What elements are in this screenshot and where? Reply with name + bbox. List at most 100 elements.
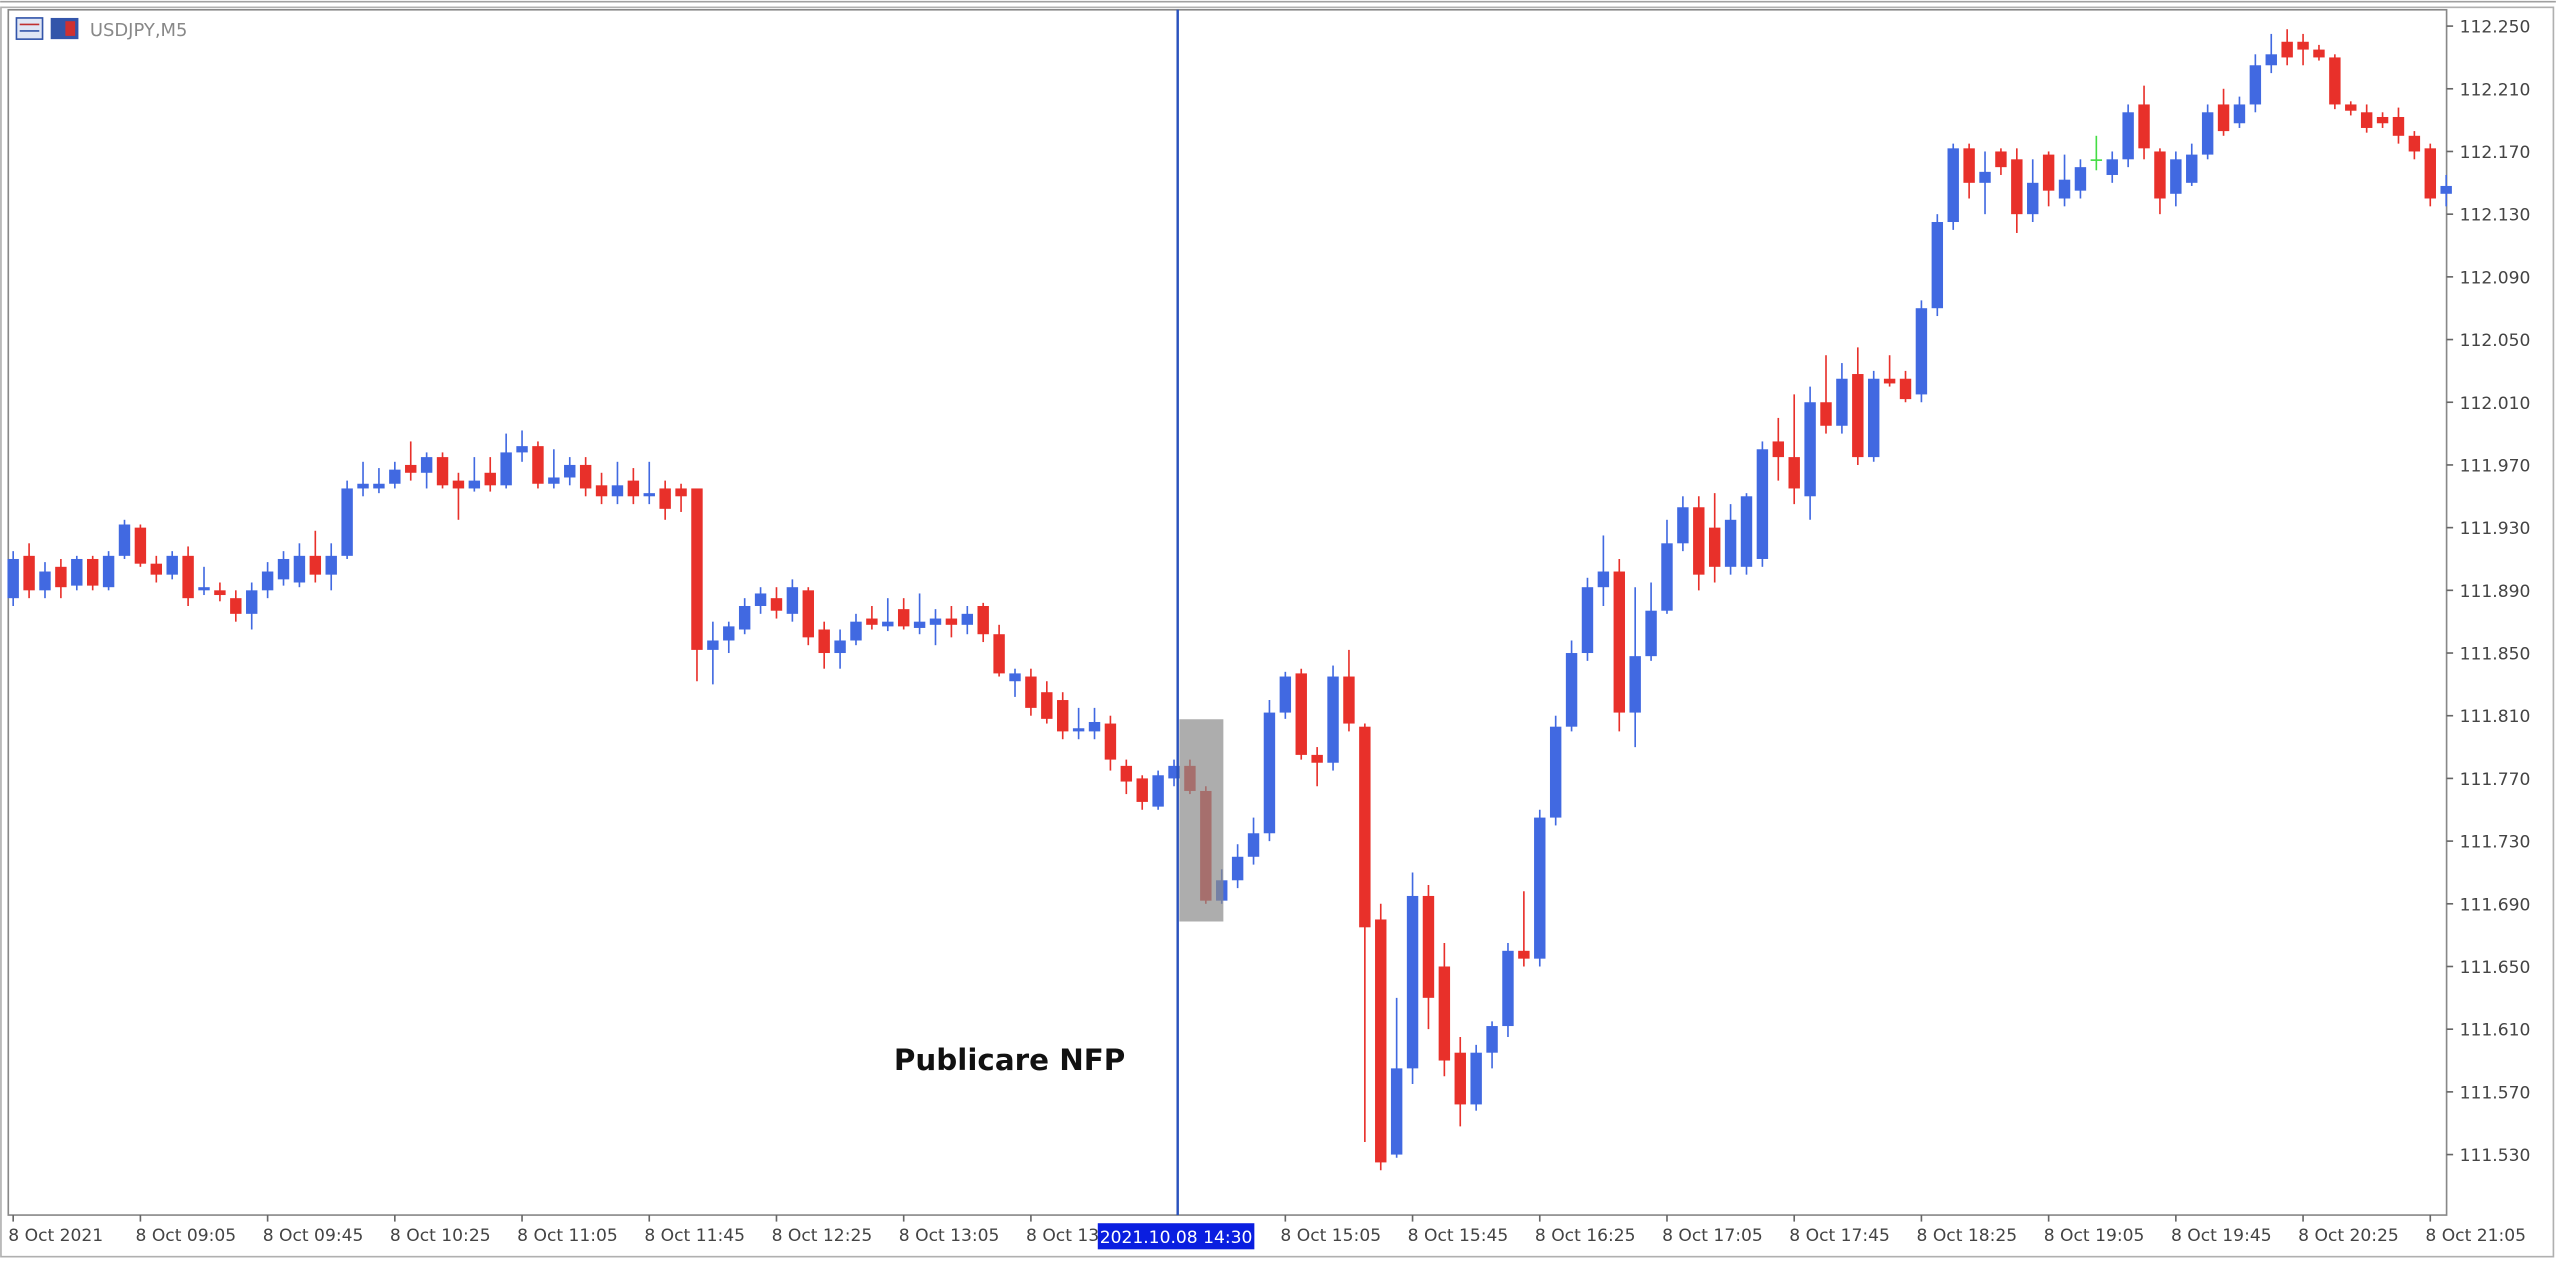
- candle-body: [2281, 41, 2293, 58]
- candle-body: [1756, 449, 1769, 559]
- candle-body: [643, 493, 655, 497]
- x-tick-label: 8 Oct 11:05: [517, 1226, 618, 1246]
- y-tick-label: 112.250: [2460, 18, 2531, 38]
- candle-body: [1359, 726, 1371, 928]
- candle-body: [993, 634, 1005, 674]
- candle-body: [1375, 919, 1387, 1163]
- candle-body: [2233, 104, 2246, 124]
- candle-body: [723, 626, 735, 641]
- candle-body: [118, 524, 131, 556]
- y-tick-label: 111.850: [2460, 645, 2531, 665]
- candle-body: [373, 483, 385, 489]
- candle-body: [1104, 723, 1117, 760]
- candle-body: [1088, 721, 1101, 732]
- candle-body: [1931, 222, 1944, 309]
- candle-body: [1470, 1052, 1482, 1105]
- icon-part: [65, 21, 76, 36]
- x-tick-label: 8 Oct 10:25: [390, 1226, 491, 1246]
- x-tick-label: 8 Oct 21:05: [2425, 1226, 2526, 1246]
- candle-body: [834, 640, 846, 654]
- candle-body: [802, 590, 814, 638]
- candle-body: [1390, 1068, 1403, 1155]
- y-tick-label: 111.890: [2460, 582, 2531, 602]
- candle-body: [1534, 817, 1546, 959]
- selection-box: [1179, 719, 1224, 922]
- candle-body: [866, 618, 878, 625]
- x-tick-label: 8 Oct 09:45: [263, 1226, 364, 1246]
- candle-body: [2154, 151, 2166, 199]
- candle-body: [71, 558, 83, 586]
- candle-body: [786, 587, 799, 614]
- candle-body: [961, 613, 974, 625]
- crosshair-label: 2021.10.08 14:30: [1100, 1228, 1253, 1248]
- candle-body: [897, 609, 910, 627]
- candle-body: [1772, 441, 1785, 458]
- candle-body: [2329, 57, 2341, 105]
- candle-body: [102, 555, 115, 588]
- candle-body: [1708, 527, 1721, 567]
- x-tick-label: 8 Oct 19:05: [2044, 1226, 2145, 1246]
- candle-body: [1820, 402, 1832, 426]
- candle-body: [913, 621, 926, 628]
- candle-body: [420, 457, 433, 473]
- x-tick-label: 8 Oct 12:25: [772, 1226, 873, 1246]
- candle-body: [770, 598, 783, 611]
- candle-body: [1645, 610, 1657, 657]
- x-tick-label: 8 Oct 16:25: [1535, 1226, 1636, 1246]
- candle-body: [516, 446, 528, 453]
- candle-body: [436, 457, 449, 486]
- candle-body: [882, 621, 894, 627]
- plot-area: [7, 29, 2452, 1171]
- x-axis: 8 Oct 2021 8 Oct 09:05 8 Oct 09:45 8 Oct 10…: [8, 1215, 2526, 1246]
- candle-body: [1343, 676, 1355, 724]
- candle-body: [484, 472, 496, 486]
- candle-body: [1915, 308, 1928, 395]
- y-tick-label: 111.570: [2460, 1083, 2531, 1103]
- candle-body: [1279, 676, 1292, 713]
- candle-body: [1025, 676, 1037, 708]
- window-frame: [0, 6, 2555, 1258]
- candle-body: [2201, 112, 2214, 155]
- candle-body: [659, 488, 671, 509]
- plot-frame: [7, 8, 2448, 1216]
- candle-body: [1152, 775, 1164, 807]
- x-tick-label: 8 Oct 19:45: [2171, 1226, 2272, 1246]
- candle-body: [1868, 378, 1880, 458]
- candle-body: [1979, 171, 1991, 183]
- toolbar-icons: [15, 17, 79, 40]
- candle-body: [500, 452, 512, 486]
- candle-body: [2217, 104, 2230, 132]
- candle-body: [945, 618, 958, 625]
- candle-body: [341, 488, 353, 556]
- crosshair-label-bg: [1097, 1223, 1255, 1250]
- candle-body: [309, 555, 322, 575]
- candle-body: [2265, 54, 2277, 66]
- candle-body: [2424, 148, 2436, 199]
- candle-body: [564, 464, 576, 478]
- y-tick-label: 112.050: [2460, 331, 2531, 351]
- y-tick-label: 111.770: [2460, 770, 2531, 790]
- x-tick-label: 8 Oct 15:45: [1408, 1226, 1509, 1246]
- candle-body: [1231, 856, 1244, 881]
- x-tick-label: 8 Oct 11:45: [644, 1226, 745, 1246]
- candle-body: [707, 640, 719, 650]
- y-tick-label: 112.090: [2460, 268, 2531, 288]
- candle-body: [2440, 185, 2452, 194]
- candle-body: [2042, 154, 2055, 191]
- x-tick-label: 8 Oct 13:05: [899, 1226, 1000, 1246]
- candle-body: [2170, 159, 2182, 194]
- x-tick-label: 8 Oct 2021: [8, 1226, 103, 1246]
- candle-body: [23, 555, 35, 591]
- candle-body: [2249, 65, 2262, 105]
- candle-body: [1295, 673, 1307, 755]
- candle-body: [2313, 49, 2325, 58]
- candle-body: [246, 590, 258, 614]
- y-tick-label: 112.130: [2460, 206, 2531, 226]
- candle-body: [548, 477, 560, 484]
- x-tick-label: 8 Oct 20:25: [2298, 1226, 2399, 1246]
- y-tick-label: 112.210: [2460, 80, 2531, 100]
- x-tick-label: 8 Oct 18:25: [1917, 1226, 2018, 1246]
- candle-body: [738, 606, 751, 630]
- candle-body: [1041, 692, 1053, 719]
